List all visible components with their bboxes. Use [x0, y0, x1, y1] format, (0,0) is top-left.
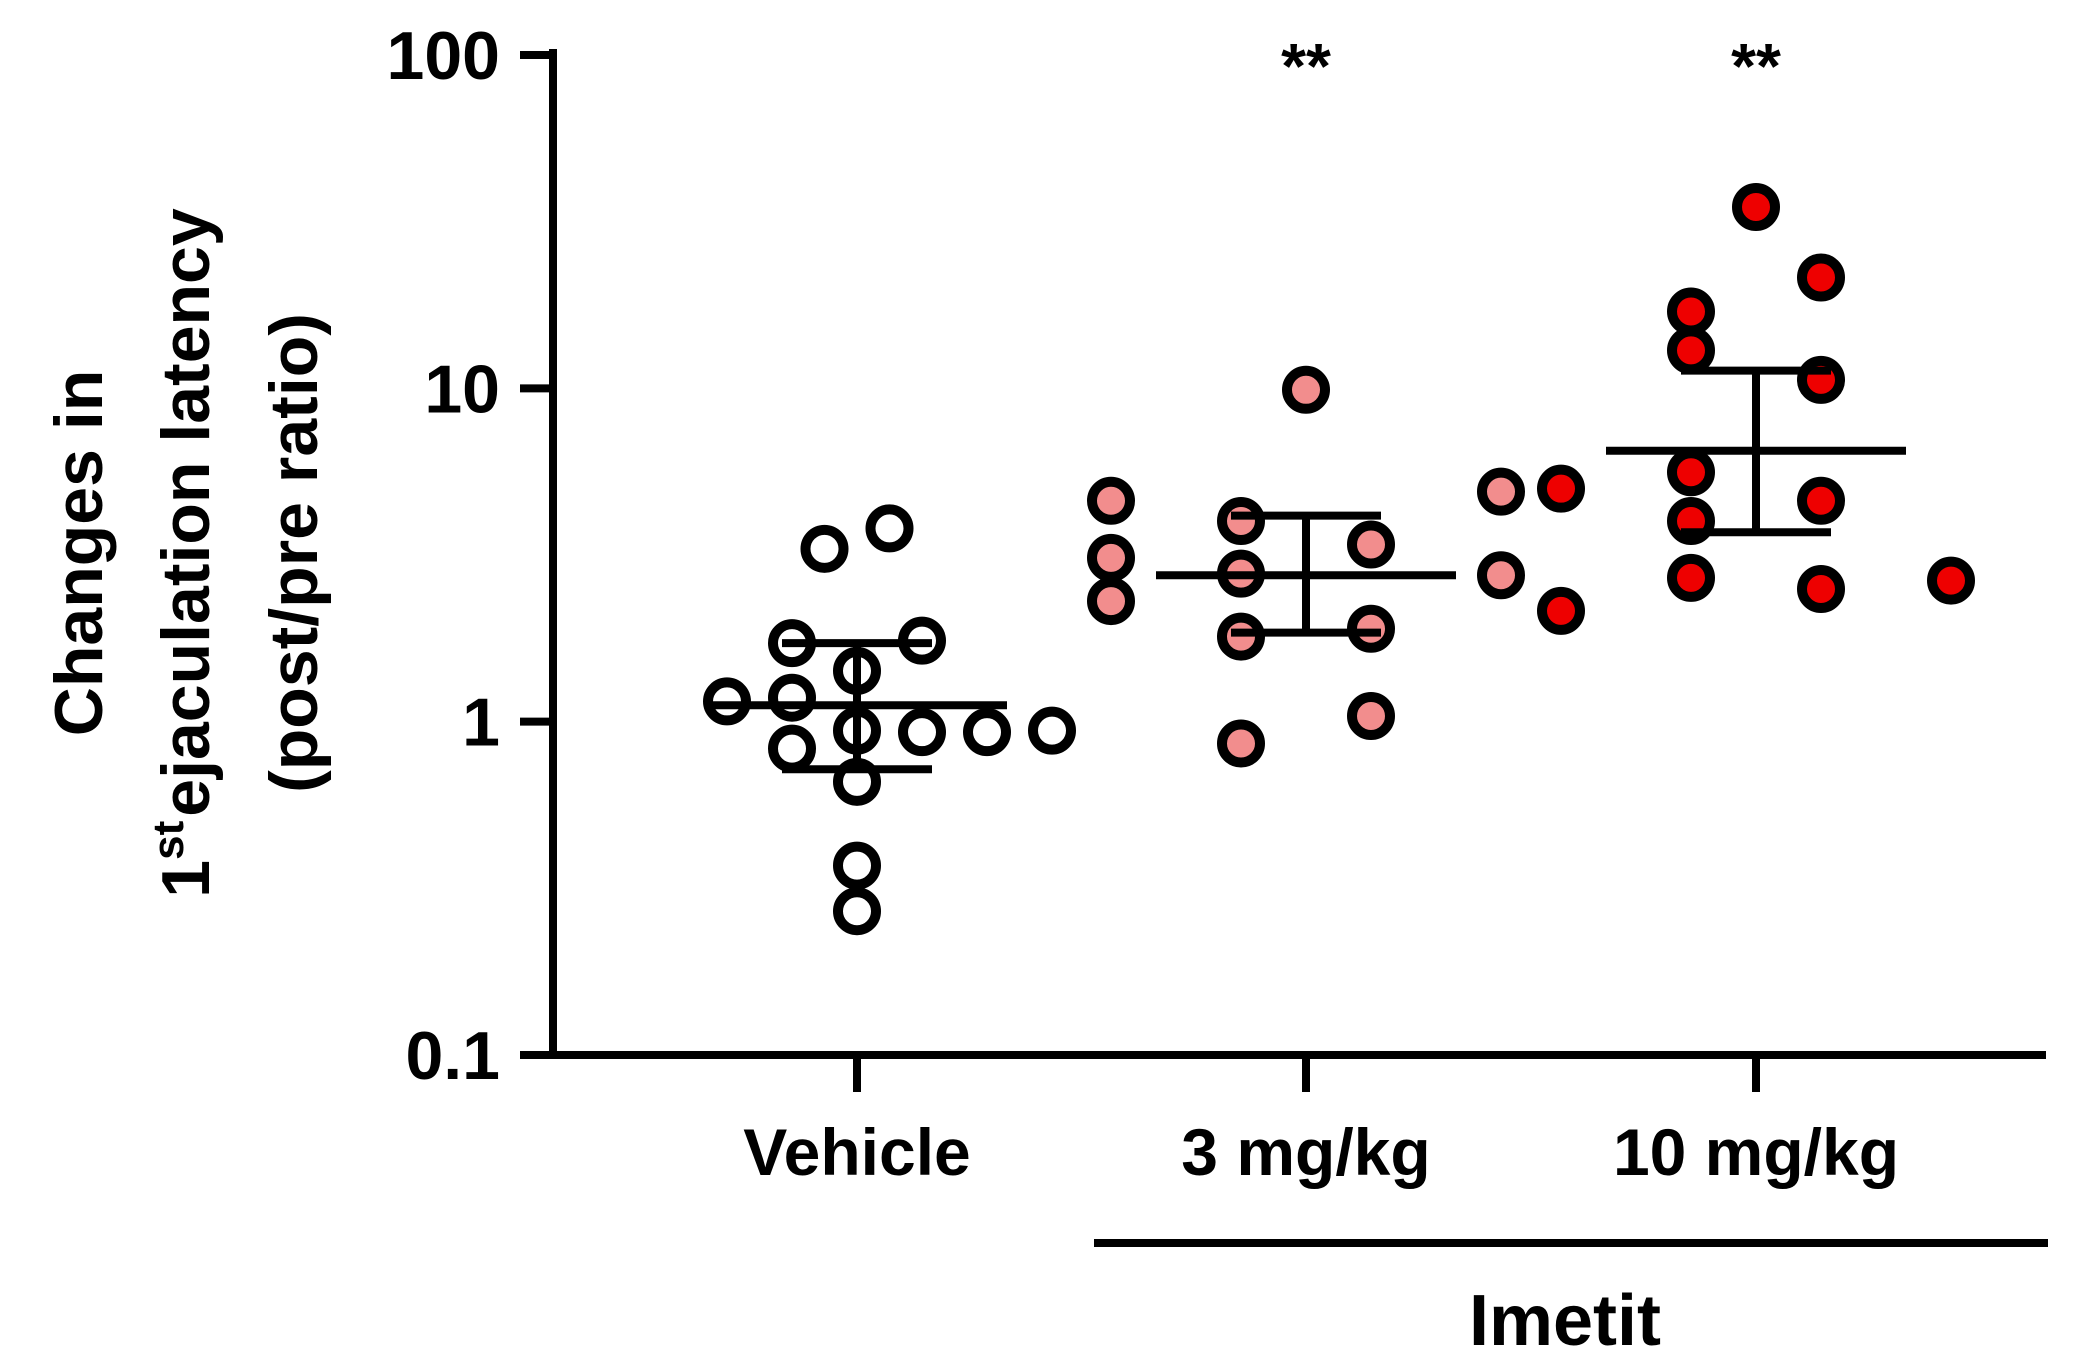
data-point	[1347, 691, 1395, 740]
y-tick-label: 1	[462, 685, 500, 761]
data-groups: ** **	[703, 30, 1975, 936]
data-point	[1797, 476, 1845, 525]
data-point	[768, 673, 816, 722]
data-point	[1477, 551, 1525, 600]
data-point	[898, 708, 946, 757]
data-point	[1217, 496, 1265, 545]
imetit-group-label: Imetit	[1469, 1281, 1661, 1356]
data-point	[1537, 586, 1585, 635]
data-point	[1217, 719, 1265, 768]
data-point	[1797, 565, 1845, 614]
data-point	[1667, 448, 1715, 497]
data-point	[865, 504, 914, 553]
group-0	[703, 504, 1076, 936]
y-axis-title-rest: ejaculation latency	[148, 208, 224, 817]
significance-marker: **	[1281, 30, 1331, 102]
y-axis-title-line-3: (post/pre ratio)	[256, 313, 332, 793]
data-point	[1797, 355, 1845, 404]
data-point	[1732, 182, 1780, 231]
y-axis-title-superscript: st	[144, 820, 193, 859]
y-tick-label: 100	[387, 18, 500, 94]
data-point	[1028, 706, 1076, 755]
data-point	[1282, 365, 1330, 414]
data-point	[963, 708, 1011, 757]
data-point	[1087, 533, 1135, 582]
data-point	[1667, 326, 1715, 375]
x-axis-ticks: Vehicle 3 mg/kg 10 mg/kg	[743, 1055, 1899, 1189]
y-tick-label: 0.1	[405, 1018, 500, 1094]
data-point	[1087, 476, 1135, 525]
y-axis-title: Changes in 1stejaculation latency (post/…	[41, 208, 332, 898]
y-axis-title-line-2: 1stejaculation latency	[144, 208, 224, 898]
x-tick-label: Vehicle	[743, 1115, 971, 1189]
x-tick-label: 3 mg/kg	[1181, 1115, 1430, 1189]
data-point	[800, 524, 849, 573]
data-point	[1537, 464, 1585, 513]
group-2: **	[1537, 30, 1975, 635]
x-tick-label: 10 mg/kg	[1613, 1115, 1899, 1189]
data-point	[768, 724, 816, 773]
data-point	[1477, 467, 1525, 516]
data-point	[1667, 553, 1715, 602]
data-point	[1667, 287, 1715, 336]
data-point	[833, 841, 881, 890]
data-point	[1087, 577, 1135, 626]
y-tick-label: 10	[424, 351, 500, 427]
group-1: **	[1087, 30, 1525, 768]
y-axis-ticks: 0.1 1 10 100	[387, 18, 553, 1094]
data-point	[1347, 520, 1395, 569]
data-point	[1797, 253, 1845, 302]
data-point	[833, 887, 881, 936]
significance-marker: **	[1731, 30, 1781, 102]
y-axis-title-ordinal: 1	[148, 860, 224, 898]
data-point	[1927, 556, 1975, 605]
y-axis-title-line-1: Changes in	[41, 370, 117, 737]
